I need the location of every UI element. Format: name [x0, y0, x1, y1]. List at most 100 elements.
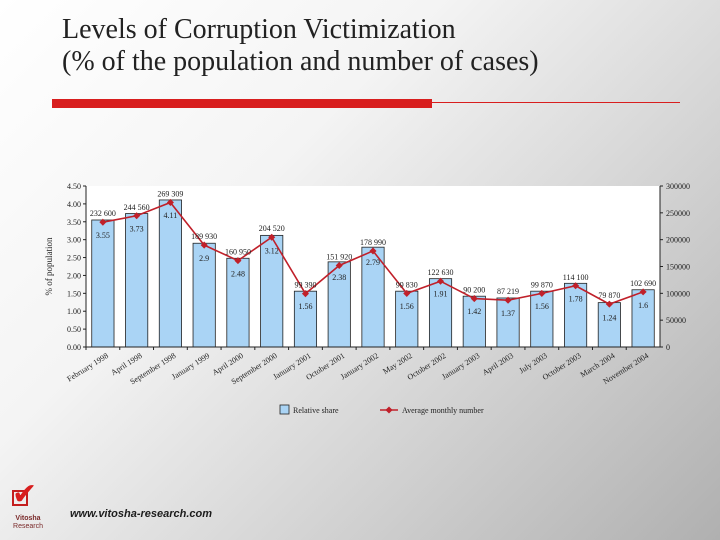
bar-value-label-2: 4.11: [164, 211, 178, 220]
y2-tick-label-3: 150000: [666, 263, 690, 272]
x-tick-label-14: October 2003: [541, 351, 583, 382]
bar-2: [158, 199, 182, 348]
line-value-label-2: 269 309: [157, 189, 183, 198]
line-value-label-15: 79 870: [598, 291, 620, 300]
line-value-label-16: 102 690: [630, 279, 656, 288]
logo-box-icon: [12, 490, 28, 506]
bar-16: [631, 289, 655, 348]
y-tick-label-4: 2.00: [67, 271, 81, 280]
line-point-3: [200, 241, 208, 249]
slide-title-line-2: (% of the population and number of cases…: [62, 46, 539, 77]
line-value-label-6: 99 390: [294, 281, 316, 290]
line-point-6: [301, 290, 310, 298]
website-link[interactable]: www.vitosha-research.com: [70, 508, 213, 520]
y-tick-label-1: 0.50: [67, 325, 81, 334]
line-point-5: [268, 233, 276, 241]
bar-6: [293, 290, 318, 348]
line-value-label-12: 87 219: [497, 287, 519, 296]
bar-value-label-14: 1.78: [569, 294, 583, 303]
y-tick-label-2: 1.00: [67, 307, 81, 316]
bar-15: [597, 302, 621, 348]
bar-value-label-11: 1.42: [467, 307, 481, 316]
line-value-label-5: 204 520: [259, 224, 285, 233]
line-value-label-4: 160 950: [225, 248, 251, 257]
bar-13: [530, 290, 554, 348]
slide-title: Levels of Corruption Victimization (% of…: [62, 14, 539, 78]
legend-marker-line: [385, 406, 393, 414]
legend-label-line: Average monthly number: [402, 406, 484, 415]
line-point-10: [436, 277, 445, 285]
bar-value-label-13: 1.56: [535, 302, 549, 311]
bar-value-label-7: 2.38: [332, 273, 346, 282]
line-point-4: [234, 257, 242, 265]
line-point-15: [605, 300, 613, 308]
line-point-8: [369, 247, 377, 255]
slide-title-line-1: Levels of Corruption Victimization: [62, 14, 456, 45]
y2-tick-label-6: 300000: [666, 182, 690, 191]
y-tick-label-5: 2.50: [67, 254, 81, 263]
y-tick-label-9: 4.50: [67, 182, 81, 191]
bar-value-label-12: 1.37: [501, 309, 515, 318]
line-value-label-13: 99 870: [531, 280, 553, 289]
y2-tick-label-5: 250000: [666, 209, 690, 218]
y2-tick-label-2: 100000: [666, 289, 690, 298]
y-tick-label-8: 4.00: [67, 200, 81, 209]
bar-value-label-3: 2.9: [199, 254, 209, 263]
bar-value-label-1: 3.73: [130, 225, 144, 234]
legend-label-bars: Relative share: [293, 406, 339, 415]
line-value-label-11: 90 200: [463, 286, 485, 295]
bar-value-label-16: 1.6: [638, 301, 648, 310]
bar-14: [564, 282, 588, 348]
y2-tick-label-4: 200000: [666, 236, 690, 245]
y2-tick-label-1: 50000: [666, 316, 686, 325]
title-accent-bar: [52, 99, 432, 108]
logo-text-line-1: Vitosha: [15, 515, 41, 522]
line-point-1: [133, 212, 141, 220]
line-value-label-1: 244 560: [124, 203, 150, 212]
bar-12: [496, 297, 520, 348]
bar-value-label-0: 3.55: [96, 231, 110, 240]
line-point-9: [403, 289, 411, 297]
logo-text-line-2: Research: [13, 523, 43, 530]
x-tick-label-3: January 1999: [170, 351, 211, 381]
line-point-12: [504, 296, 512, 304]
x-tick-label-0: February 1998: [65, 351, 110, 383]
line-value-label-3: 189 930: [191, 232, 217, 241]
line-point-7: [335, 261, 343, 270]
y-tick-label-3: 1.50: [67, 289, 81, 298]
bar-value-label-9: 1.56: [400, 302, 414, 311]
line-point-2: [166, 198, 174, 207]
y-tick-label-7: 3.50: [67, 218, 81, 227]
bar-value-label-15: 1.24: [602, 314, 616, 323]
line-value-label-7: 151 920: [326, 252, 352, 261]
bar-value-label-8: 2.79: [366, 258, 380, 267]
line-value-label-14: 114 100: [563, 273, 589, 282]
y-tick-label-6: 3.00: [67, 236, 81, 245]
y2-tick-label-0: 0: [666, 343, 670, 352]
x-tick-label-8: January 2002: [339, 351, 380, 381]
line-value-label-9: 99 830: [396, 280, 418, 289]
x-tick-label-11: January 2003: [440, 351, 481, 381]
y-tick-label-0: 0.00: [67, 343, 81, 352]
line-value-label-8: 178 990: [360, 238, 386, 247]
bar-value-label-5: 3.12: [265, 246, 279, 255]
bar-value-label-4: 2.48: [231, 269, 245, 278]
bar-value-label-6: 1.56: [298, 302, 312, 311]
bar-11: [462, 295, 486, 348]
line-point-13: [538, 289, 546, 297]
line-point-0: [99, 218, 107, 226]
x-tick-label-12: April 2003: [481, 351, 515, 377]
bar-9: [395, 290, 419, 348]
line-point-11: [470, 295, 478, 303]
bar-1: [125, 213, 149, 348]
line-value-label-0: 232 600: [90, 209, 116, 218]
y-axis-title: % of population: [44, 237, 54, 295]
line-point-16: [639, 288, 647, 296]
line-value-label-10: 122 630: [428, 268, 454, 277]
line-point-14: [572, 282, 580, 290]
checkmark-icon: ✔: [12, 477, 38, 512]
legend-swatch-bars: [279, 404, 290, 415]
title-accent-line: [432, 102, 680, 103]
bar-value-label-10: 1.91: [434, 290, 448, 299]
